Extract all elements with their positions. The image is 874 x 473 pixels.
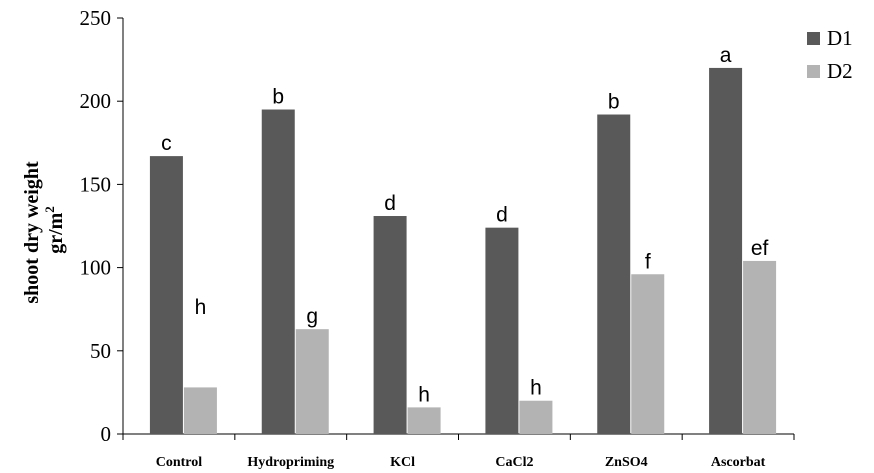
y-axis-title-line2: gr/m2	[42, 206, 67, 254]
category-label: Ascorbat	[711, 455, 766, 470]
bar-d1	[150, 156, 183, 434]
category-label: CaCl2	[495, 455, 533, 470]
bar-d1	[709, 68, 742, 434]
y-axis: 0 50 100 150 200 250	[80, 6, 124, 446]
y-tick-label: 200	[80, 89, 112, 113]
bar-letter-label: b	[608, 91, 620, 114]
y-tick-label: 150	[80, 172, 112, 196]
category-label: Hydropriming	[247, 455, 334, 470]
bar-d2	[631, 274, 664, 434]
bar-d1	[262, 110, 295, 434]
y-axis-title-line1: shoot dry weight	[21, 161, 43, 304]
bar-letter-label: f	[645, 250, 651, 273]
y-tick-label: 250	[80, 6, 112, 30]
legend-swatch-d1	[807, 32, 820, 45]
bar-letter-label: a	[720, 44, 732, 67]
bar-letter-label: h	[530, 377, 542, 400]
legend-label-d2: D2	[827, 59, 853, 83]
bar-d1	[485, 228, 518, 434]
bar-letter-label: d	[496, 204, 508, 227]
bar-letter-label: d	[384, 192, 396, 215]
bar-d1	[597, 115, 630, 434]
y-tick-label: 100	[80, 256, 112, 280]
bar-letter-label: c	[161, 132, 172, 155]
bar-d2	[408, 407, 441, 434]
bar-letter-label: g	[306, 305, 318, 328]
category-label: KCl	[390, 455, 415, 470]
bar-d2	[296, 329, 329, 434]
legend-label-d1: D1	[827, 26, 853, 50]
bar-letter-labels: c b d d b a h g h h f ef	[161, 44, 768, 406]
bar-letter-label: ef	[751, 237, 769, 260]
bars	[150, 68, 776, 434]
y-axis-title-unit: gr/m	[45, 212, 67, 253]
bar-letter-label: b	[272, 86, 284, 109]
bar-letter-label: h	[195, 296, 207, 319]
category-label: Control	[156, 455, 203, 470]
x-axis: Control Hydropriming KCl CaCl2 ZnSO4 Ascorbat	[123, 434, 794, 470]
legend-swatch-d2	[807, 65, 820, 78]
category-label: ZnSO4	[605, 455, 648, 470]
bar-d1	[374, 216, 407, 434]
y-axis-title: shoot dry weight gr/m2	[21, 156, 67, 303]
bar-d2	[519, 401, 552, 434]
bar-letter-label: h	[418, 383, 430, 406]
bar-d2	[743, 261, 776, 434]
y-axis-title-superscript: 2	[42, 206, 57, 213]
y-tick-label: 50	[90, 339, 111, 363]
y-tick-label: 0	[101, 422, 112, 446]
bar-d2	[184, 387, 217, 434]
